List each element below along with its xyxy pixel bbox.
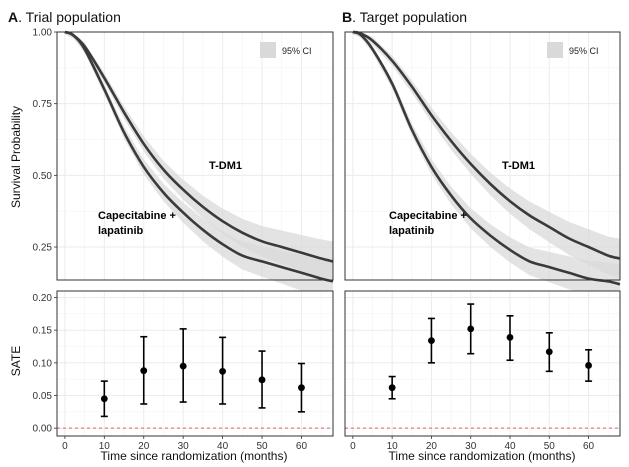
x-tick-label: 10: [99, 441, 111, 452]
y-axis-title-sate: SATE: [9, 346, 23, 376]
x-axis-title-left: Time since randomization (months): [101, 449, 288, 463]
y-tick-label: 0.00: [33, 424, 53, 435]
sate-point: [140, 367, 148, 375]
survival-curve-capecitabine-lapatinib: [64, 30, 334, 283]
curve-label-cap-target: Capecitabine + lapatinib: [389, 210, 467, 237]
survival-curve-capecitabine-lapatinib: [352, 30, 621, 286]
sate-point: [100, 395, 108, 403]
y-tick-label: 0.50: [33, 171, 53, 182]
panel-b-title-sep: .: [352, 9, 360, 25]
curve-label-cap-line2: lapatinib: [98, 225, 144, 237]
x-tick-label: 10: [387, 441, 399, 452]
panel-border: [344, 31, 621, 281]
panel-a-title-sep: .: [18, 9, 26, 25]
x-tick-label: 20: [138, 441, 150, 452]
legend-ci-label: 95% CI: [569, 46, 599, 56]
x-axis-title-right: Time since randomization (months): [389, 449, 576, 463]
panel-a-letter: A: [8, 9, 18, 25]
legend-ci-swatch: [260, 42, 276, 58]
x-tick-label: 40: [504, 441, 516, 452]
y-tick-label: 0.20: [33, 293, 53, 304]
y-tick-label: 0.25: [33, 243, 53, 254]
curve-label-cap-trial: Capecitabine + lapatinib: [98, 210, 176, 237]
y-axis-title-survival: Survival Probability: [9, 106, 23, 208]
x-tick-label: 0: [350, 441, 356, 452]
sate-panel-trial: 0.20 0.15 0.10 0.05 0.00 0 10 20 30 40 50 60: [33, 290, 334, 452]
sate-point: [258, 376, 266, 384]
sate-point: [428, 337, 435, 345]
curve-label-cap-line1: Capecitabine +: [98, 210, 176, 222]
x-tick-label: 40: [217, 441, 229, 452]
survival-panel-target: 95% CI: [344, 30, 621, 305]
panel-a-title: A. Trial population: [8, 9, 121, 25]
y-tick-label: 0.75: [33, 99, 53, 110]
sate-panel-target: 0 10 20 30 40 50 60: [344, 290, 621, 452]
sate-point: [388, 384, 396, 392]
y-tick-label: 0.15: [33, 326, 53, 337]
curve-label-tdm1-trial: T-DM1: [209, 160, 242, 172]
sate-point: [298, 384, 305, 392]
sate-point: [219, 367, 227, 375]
sate-point: [506, 333, 514, 341]
sate-point: [467, 325, 475, 333]
survival-curve-tdm1: [64, 30, 334, 263]
x-tick-label: 0: [62, 441, 68, 452]
x-tick-label: 60: [296, 441, 308, 452]
x-tick-label: 30: [178, 441, 190, 452]
x-tick-label: 20: [426, 441, 438, 452]
survival-curve-tdm1: [352, 30, 621, 260]
panel-b-title-text: Target population: [360, 9, 467, 25]
x-tick-label: 30: [465, 441, 477, 452]
x-tick-label: 50: [544, 441, 556, 452]
plot-background: [345, 291, 620, 436]
curve-label-cap-target-line2: lapatinib: [389, 225, 435, 237]
y-tick-label: 0.05: [33, 391, 53, 402]
panel-border: [344, 290, 621, 437]
panel-b-title: B. Target population: [342, 9, 467, 25]
legend-ci-swatch: [547, 42, 563, 58]
plot-background: [57, 291, 333, 436]
y-tick-label: 1.00: [33, 28, 53, 39]
ci-band-tdm1: [352, 32, 620, 279]
curve-label-tdm1-target: T-DM1: [502, 160, 535, 172]
panel-border: [56, 290, 334, 437]
sate-point: [179, 362, 187, 370]
x-tick-label: 50: [256, 441, 268, 452]
panel-border: [56, 31, 334, 281]
panel-a-title-text: Trial population: [26, 9, 121, 25]
curve-label-cap-target-line1: Capecitabine +: [389, 210, 467, 222]
x-tick-label: 60: [583, 441, 595, 452]
sate-point: [545, 348, 553, 356]
panel-b-letter: B: [342, 9, 352, 25]
sate-point: [585, 362, 592, 369]
y-tick-label: 0.10: [33, 358, 53, 369]
legend-ci-label: 95% CI: [282, 46, 312, 56]
survival-panel-trial: 95% CI 1.00 0.75 0.50 0.25: [33, 28, 334, 302]
